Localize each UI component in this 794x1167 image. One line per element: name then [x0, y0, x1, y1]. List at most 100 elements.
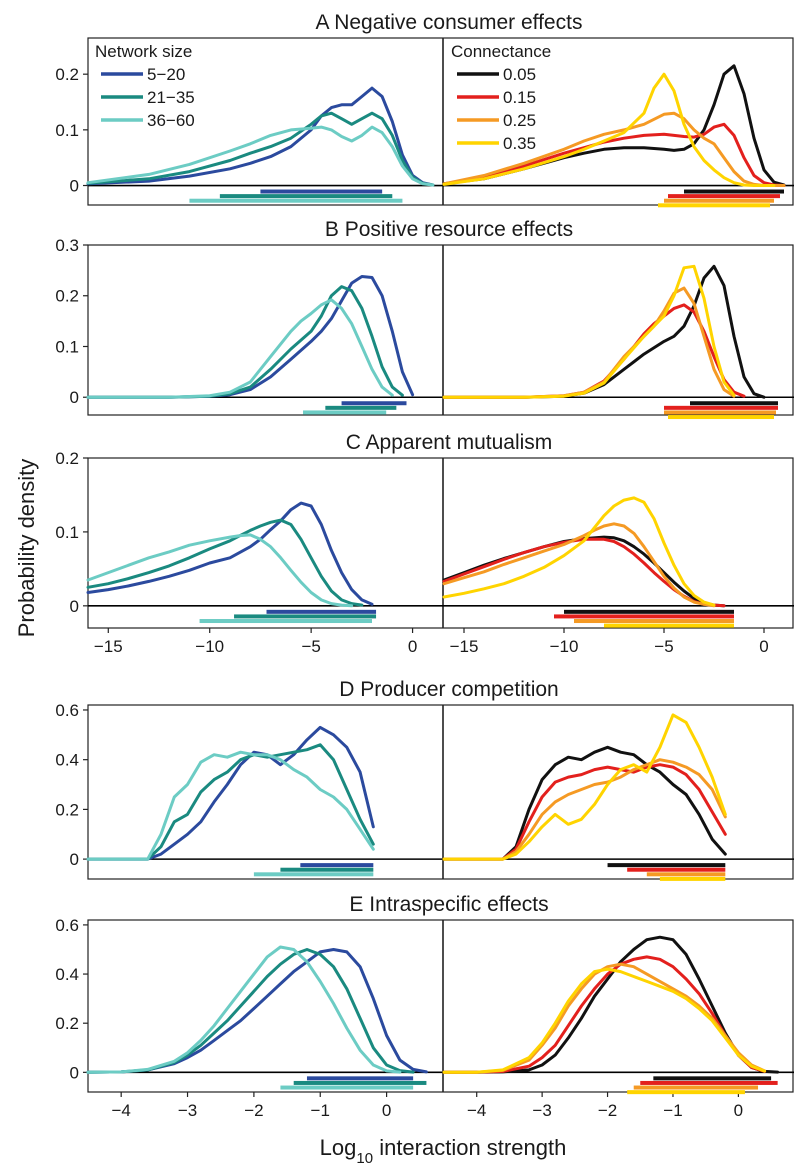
y-tick-label: 0: [70, 177, 79, 196]
panel-d: D Producer competition 0 0.2 0.4 0.6: [55, 678, 794, 881]
right-range-bar: [653, 1076, 772, 1081]
y-tick-label: 0: [70, 850, 79, 869]
y-tick-label: 0.4: [55, 751, 79, 770]
x-tick-label: −5: [301, 637, 320, 656]
left-series-line: [86, 725, 375, 861]
left-range-bar: [234, 614, 377, 619]
panel-frame: [87, 37, 794, 206]
legend-title: Connectance: [451, 42, 551, 61]
panel-title: D Producer competition: [339, 678, 558, 701]
left-series-line: [86, 743, 375, 861]
y-tick-label: 0.6: [55, 701, 79, 720]
left-range-bar: [293, 1080, 427, 1085]
x-tick-label: −1: [311, 1101, 330, 1120]
right-range-bar: [664, 410, 776, 415]
panel-title: E Intraspecific effects: [349, 893, 548, 916]
right-range-bar: [646, 872, 726, 877]
right-series-line: [442, 967, 767, 1074]
x-tick-label: 0: [734, 1101, 743, 1120]
panel-frame: [87, 919, 794, 1093]
left-series-line: [86, 111, 435, 187]
panel-title: C Apparent mutualism: [346, 431, 553, 454]
left-series-line: [86, 518, 364, 607]
right-range-bar: [574, 619, 734, 624]
x-tick-label: −10: [550, 637, 579, 656]
left-series-line: [86, 948, 428, 1074]
x-axis-label-main: Log: [320, 1135, 357, 1160]
x-tick-label: 0: [382, 1101, 391, 1120]
x-tick-label: −3: [178, 1101, 197, 1120]
right-range-bar: [690, 401, 778, 406]
right-range-bar: [684, 189, 784, 194]
left-series-line: [86, 533, 354, 608]
x-axis-label-subscript: 10: [356, 1150, 373, 1167]
panel-frame: [87, 244, 794, 416]
legend-label: 0.15: [503, 88, 536, 107]
legend-label: 5−20: [147, 65, 185, 84]
panels: A Negative consumer effects 0 0.1 0.2 B Posi…: [55, 11, 794, 1120]
y-tick-label: 0.6: [55, 916, 79, 935]
right-series-line: [442, 522, 716, 608]
left-range-bar: [260, 189, 383, 194]
right-series-line: [442, 763, 727, 861]
right-series-line: [442, 264, 766, 399]
right-range-bar: [627, 1090, 745, 1095]
right-range-bar: [668, 415, 774, 420]
right-range-bar: [604, 623, 734, 628]
x-tick-label: −1: [663, 1101, 682, 1120]
left-series-line: [86, 948, 415, 1074]
left-range-bar: [280, 1085, 414, 1090]
panel-frame: [87, 457, 794, 629]
left-range-bar: [306, 1076, 414, 1081]
left-range-bar: [280, 867, 374, 872]
y-tick-label: 0.2: [55, 65, 79, 84]
right-series-line: [442, 72, 776, 187]
left-series-line: [86, 298, 394, 399]
left-range-bar: [189, 198, 403, 203]
left-series-line: [86, 945, 402, 1074]
left-range-bar: [341, 401, 407, 406]
y-tick-label: 0: [70, 388, 79, 407]
y-tick-label: 0.2: [55, 800, 79, 819]
left-range-bar: [199, 619, 372, 624]
right-range-bar: [640, 1080, 778, 1085]
left-range-bar: [266, 609, 377, 614]
x-tick-label: 0: [408, 637, 417, 656]
right-range-bar: [664, 405, 778, 410]
x-tick-label: −15: [94, 637, 123, 656]
y-tick-label: 0: [70, 1063, 79, 1082]
y-tick-label: 0.2: [55, 449, 79, 468]
right-range-bar: [668, 194, 780, 199]
panel-title: A Negative consumer effects: [316, 11, 583, 34]
panel-title: B Positive resource effects: [325, 218, 573, 241]
x-tick-label: −5: [654, 637, 673, 656]
right-range-bar: [658, 203, 770, 208]
left-series-line: [86, 750, 375, 861]
left-range-bar: [300, 863, 374, 868]
right-range-bar: [659, 876, 726, 881]
left-series-line: [86, 86, 435, 187]
x-tick-label: −10: [195, 637, 224, 656]
y-tick-label: 0.1: [55, 337, 79, 356]
right-series-line: [442, 64, 786, 187]
right-range-bar: [607, 863, 726, 868]
y-axis-label: Probability density: [14, 459, 39, 638]
right-series-line: [442, 496, 716, 607]
left-series-line: [86, 275, 415, 399]
y-tick-label: 0.1: [55, 121, 79, 140]
right-series-line: [442, 264, 736, 399]
panel-a: A Negative consumer effects 0 0.1 0.2: [55, 11, 794, 208]
connectance-legend: Connectance 0.05 0.15 0.25 0.35: [451, 42, 551, 153]
legend-label: 0.05: [503, 65, 536, 84]
left-range-bar: [303, 410, 387, 415]
right-series-line: [442, 713, 727, 861]
x-tick-label: −15: [450, 637, 479, 656]
y-tick-label: 0: [70, 597, 79, 616]
right-series-line: [442, 122, 786, 187]
y-tick-label: 0.1: [55, 523, 79, 542]
right-series-line: [442, 935, 780, 1074]
legend-label: 21−35: [147, 88, 195, 107]
x-axis-label-rest: interaction strength: [373, 1135, 566, 1160]
right-series-line: [442, 286, 736, 399]
